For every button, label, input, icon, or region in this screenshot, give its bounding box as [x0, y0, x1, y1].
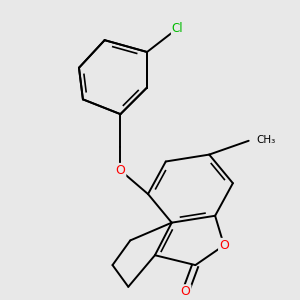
Text: O: O	[181, 285, 190, 298]
Text: O: O	[116, 164, 125, 177]
Text: CH₃: CH₃	[256, 135, 275, 145]
Text: O: O	[219, 239, 229, 252]
Text: Cl: Cl	[172, 22, 183, 35]
